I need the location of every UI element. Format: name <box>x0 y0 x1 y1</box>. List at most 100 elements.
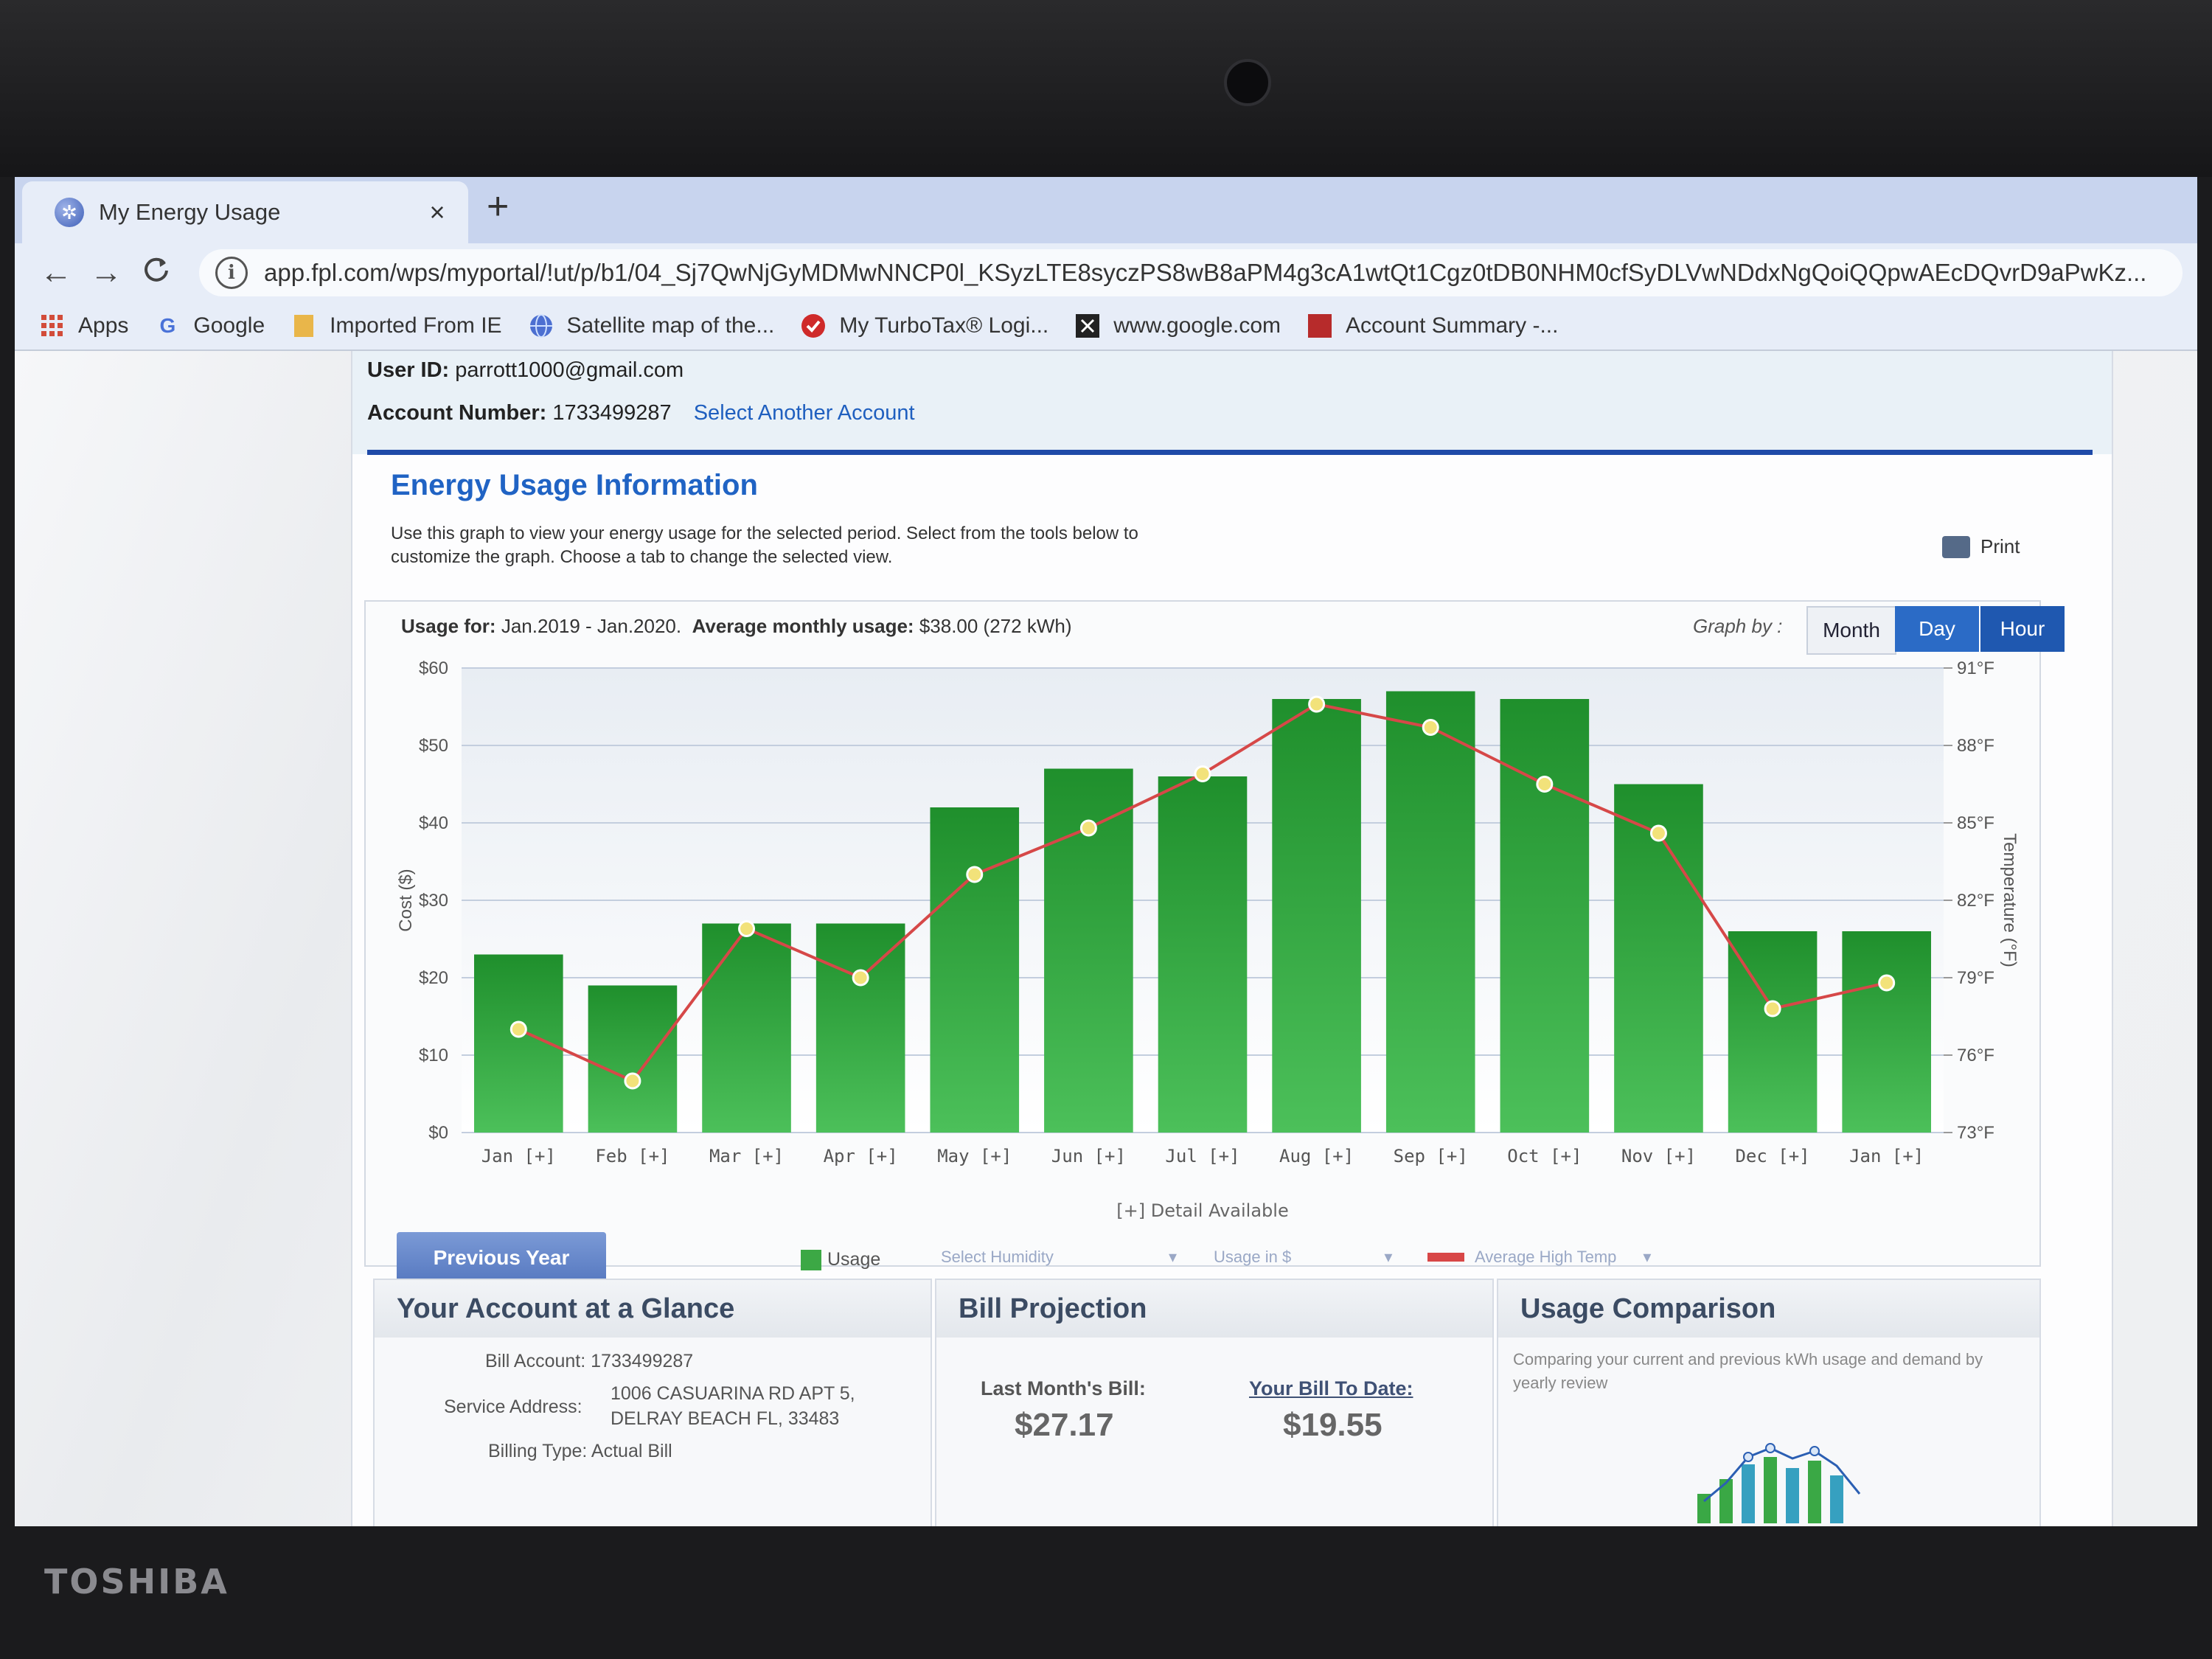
url-text[interactable]: app.fpl.com/wps/myportal/!ut/p/b1/04_Sj7… <box>264 259 2147 286</box>
x-box-icon <box>1075 313 1100 338</box>
tab-title: My Energy Usage <box>99 199 281 225</box>
account-glance-card: Your Account at a Glance Bill Account: 1… <box>373 1279 932 1526</box>
apps-grid-icon <box>40 313 65 338</box>
temperature-point <box>966 866 984 883</box>
y2-tick-label: 91°F <box>1957 658 1994 678</box>
y2-tick-label: 76°F <box>1957 1046 1994 1065</box>
forward-arrow-icon[interactable]: → <box>90 254 122 291</box>
address-bar[interactable]: i app.fpl.com/wps/myportal/!ut/p/b1/04_S… <box>199 249 2183 296</box>
y-tick-label: $0 <box>428 1123 448 1143</box>
usage-bar <box>1385 691 1475 1133</box>
temperature-point <box>1308 695 1326 713</box>
bill-account-row: Bill Account: 1733499287 <box>485 1351 693 1372</box>
back-arrow-icon[interactable]: ← <box>40 254 72 291</box>
page-content: User ID: parrott1000@gmail.com Account N… <box>15 351 2197 1526</box>
usage-bar <box>588 985 678 1133</box>
temperature-point <box>1079 819 1097 837</box>
legend-usage: Usage <box>801 1249 880 1270</box>
usage-comparison-card: Usage Comparison Comparing your current … <box>1497 1279 2041 1526</box>
y-axis-title: Cost ($) <box>396 869 416 931</box>
chevron-down-icon: ▾ <box>1168 1248 1178 1266</box>
y2-tick-label: 73°F <box>1957 1123 1994 1143</box>
usage-bar <box>1272 699 1361 1133</box>
bookmark-label: Apps <box>78 313 129 338</box>
temperature-point <box>1878 974 1896 992</box>
fpl-favicon-icon: ✲ <box>55 198 84 227</box>
divider <box>367 450 2093 455</box>
temperature-point <box>852 969 869 987</box>
x-tick-label: Mar [+] <box>709 1146 784 1166</box>
tab-month[interactable]: Month <box>1806 606 1896 655</box>
usage-bar <box>1842 931 1931 1133</box>
x-tick-label: Jul [+] <box>1165 1146 1239 1166</box>
x-tick-label: May [+] <box>937 1146 1012 1166</box>
previous-year-button[interactable]: Previous Year <box>397 1232 606 1284</box>
average-high-temp-label: Average High Temp <box>1475 1248 1617 1266</box>
usage-comparison-title: Usage Comparison <box>1498 1280 2039 1338</box>
x-tick-label: Jun [+] <box>1051 1146 1126 1166</box>
reload-icon[interactable] <box>131 254 181 292</box>
x-tick-label: Feb [+] <box>595 1146 669 1166</box>
usage-chart-panel: Usage for: Jan.2019 - Jan.2020. Average … <box>364 600 2065 1284</box>
x-tick-label: Dec [+] <box>1735 1146 1809 1166</box>
tab-day[interactable]: Day <box>1895 606 1979 652</box>
y-tick-label: $60 <box>419 658 448 678</box>
temperature-point <box>1536 776 1554 793</box>
chevron-down-icon: ▾ <box>1643 1248 1652 1266</box>
x-tick-label: Oct [+] <box>1507 1146 1582 1166</box>
service-address-line2: DELRAY BEACH FL, 33483 <box>611 1408 840 1429</box>
tab-strip: ✲ My Energy Usage × + <box>15 177 2197 243</box>
bookmark-turbotax[interactable]: My TurboTax® Logi... <box>801 313 1048 338</box>
x-tick-label: Aug [+] <box>1279 1146 1354 1166</box>
bookmark-google-com[interactable]: www.google.com <box>1075 313 1281 338</box>
select-humidity-label: Select Humidity <box>941 1248 1054 1266</box>
bookmark-imported-from-ie[interactable]: Imported From IE <box>291 313 502 338</box>
select-another-account-link[interactable]: Select Another Account <box>693 401 915 425</box>
bookmark-apps[interactable]: Apps <box>40 313 128 338</box>
temperature-point <box>509 1020 527 1038</box>
y-tick-label: $10 <box>419 1046 448 1065</box>
temperature-point <box>738 920 756 937</box>
temperature-point <box>1422 719 1439 736</box>
bookmark-label: www.google.com <box>1113 313 1281 338</box>
y2-tick-label: 88°F <box>1957 736 1994 756</box>
bookmark-google[interactable]: G Google <box>155 313 265 338</box>
bookmark-red-icon <box>1307 313 1332 338</box>
average-high-temp-dropdown[interactable]: Average High Temp ▾ <box>1427 1248 1651 1267</box>
legend-temp-swatch <box>1427 1253 1464 1262</box>
bill-projection-card: Bill Projection Last Month's Bill: $27.1… <box>935 1279 1494 1526</box>
temperature-point <box>624 1072 641 1090</box>
tab-hour[interactable]: Hour <box>1980 606 2065 652</box>
close-tab-icon[interactable]: × <box>429 197 445 227</box>
usage-for-value: Jan.2019 - Jan.2020. <box>501 615 682 637</box>
globe-icon <box>529 313 554 338</box>
new-tab-button[interactable]: + <box>487 185 509 228</box>
last-month-bill-value: $27.17 <box>1015 1407 1114 1443</box>
info-icon[interactable]: i <box>215 257 248 289</box>
comparison-thumbnail-chart-icon[interactable] <box>1683 1413 1904 1523</box>
print-label: Print <box>1980 535 2020 557</box>
usage-in-dropdown[interactable]: Usage in $ ▾ <box>1214 1248 1392 1267</box>
print-button[interactable]: Print <box>1942 535 2020 558</box>
y2-tick-label: 82°F <box>1957 891 1994 911</box>
bill-account-value: 1733499287 <box>591 1351 694 1371</box>
folder-icon <box>291 313 316 338</box>
bill-account-label: Bill Account: <box>485 1351 586 1371</box>
select-humidity-dropdown[interactable]: Select Humidity ▾ <box>941 1248 1177 1267</box>
browser-tab[interactable]: ✲ My Energy Usage × <box>22 181 468 243</box>
bill-to-date-link[interactable]: Your Bill To Date: <box>1249 1377 1413 1399</box>
average-usage-label: Average monthly usage: <box>692 615 914 637</box>
usage-summary: Usage for: Jan.2019 - Jan.2020. Average … <box>401 615 1071 638</box>
bookmark-satellite-map[interactable]: Satellite map of the... <box>529 313 774 338</box>
bookmark-account-summary[interactable]: Account Summary -... <box>1307 313 1558 338</box>
usage-bar <box>1614 784 1703 1133</box>
billing-type-value: Actual Bill <box>591 1441 672 1461</box>
google-g-icon: G <box>159 314 176 337</box>
toshiba-logo: TOSHIBA <box>44 1562 229 1601</box>
usage-comparison-text: Comparing your current and previous kWh … <box>1513 1350 1983 1392</box>
bookmarks-bar: Apps G Google Imported From IE Satellite… <box>15 302 2197 351</box>
x-tick-label: Apr [+] <box>824 1146 898 1166</box>
main-panel: User ID: parrott1000@gmail.com Account N… <box>351 351 2113 1526</box>
screen: ✲ My Energy Usage × + ← → i app.fpl.com/… <box>15 177 2197 1526</box>
y2-tick-label: 79°F <box>1957 968 1994 988</box>
